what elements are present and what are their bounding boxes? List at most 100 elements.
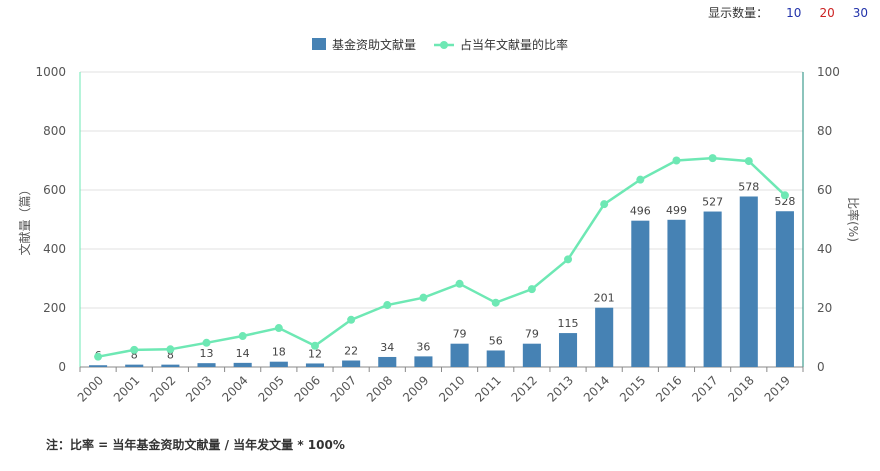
y-axis-title: 文献量（篇） (17, 183, 32, 255)
y-tick-label: 200 (43, 301, 66, 315)
bar (631, 220, 650, 367)
bar-value-label: 201 (594, 292, 615, 305)
y-tick-label: 600 (43, 183, 66, 197)
ratio-point (744, 157, 753, 166)
bar-value-label: 36 (416, 340, 430, 353)
bar-value-label: 8 (131, 349, 138, 362)
ratio-point (347, 315, 356, 324)
bar-value-label: 499 (666, 204, 687, 217)
x-tick-label: 2008 (364, 373, 395, 404)
ratio-point (636, 175, 645, 184)
x-tick-label: 2005 (255, 373, 286, 404)
bar-value-label: 528 (774, 195, 795, 208)
bar-value-label: 578 (738, 180, 759, 193)
display-count-label: 显示数量： (708, 6, 769, 20)
x-tick-label: 2010 (436, 373, 467, 404)
bar (414, 356, 433, 367)
x-tick-label: 2009 (400, 373, 431, 404)
ratio-point (383, 301, 392, 310)
display-count-20[interactable]: 20 (819, 5, 835, 20)
ratio-note: 注：比率 = 当年基金资助文献量 / 当年发文量 * 100% (46, 438, 345, 452)
x-tick-label: 2000 (75, 373, 106, 404)
bar (703, 211, 722, 367)
bar (305, 363, 325, 367)
ratio-point (238, 332, 247, 341)
x-tick-label: 2007 (328, 373, 359, 404)
x-tick-label: 2018 (725, 373, 756, 404)
ratio-point (672, 156, 681, 165)
ratio-point (130, 345, 139, 354)
bar (450, 343, 469, 367)
bar-value-label: 115 (558, 317, 579, 330)
ratio-point (94, 352, 103, 361)
x-tick-label: 2019 (762, 373, 793, 404)
y-tick-label: 0 (58, 360, 66, 374)
legend-line-marker (440, 41, 448, 49)
chart: 0 200 400 600 800 1000 0 20 40 60 80 100 文献量（篇） 比率(%)… (17, 37, 861, 405)
bar-value-label: 12 (308, 347, 322, 360)
bar-value-label: 496 (630, 205, 651, 218)
y2-tick-label: 20 (817, 301, 832, 315)
bar (522, 343, 541, 367)
bar (161, 364, 180, 367)
y-tick-label: 1000 (35, 65, 66, 79)
ratio-point (310, 341, 319, 350)
bar (378, 356, 397, 367)
bar (775, 211, 794, 367)
legend-bar-label: 基金资助文献量 (332, 37, 416, 52)
bar-value-label: 18 (272, 346, 286, 359)
bar-value-label: 8 (167, 349, 174, 362)
legend-line-label: 占当年文献量的比率 (460, 37, 568, 52)
ratio-point (600, 200, 609, 209)
bar (269, 361, 288, 367)
x-tick-label: 2004 (219, 373, 250, 404)
x-tick-label: 2014 (581, 373, 612, 404)
bar (595, 307, 614, 367)
y-tick-label: 400 (43, 242, 66, 256)
x-tick-label: 2006 (292, 373, 323, 404)
ratio-line (97, 156, 786, 358)
ratio-point (202, 338, 211, 347)
x-tick-label: 2001 (111, 373, 142, 404)
y2-tick-label: 60 (817, 183, 832, 197)
bar-value-label: 13 (200, 347, 214, 360)
x-tick-label: 2011 (472, 373, 503, 404)
bar (89, 365, 108, 367)
bar-value-label: 79 (525, 328, 539, 341)
y2-tick-label: 0 (817, 360, 825, 374)
y2-axis-title: 比率(%) (846, 197, 861, 242)
ratio-point (455, 279, 464, 288)
x-tick-label: 2015 (617, 373, 648, 404)
display-count-30[interactable]: 30 (852, 5, 868, 20)
bar (667, 219, 686, 367)
bar (233, 362, 252, 367)
bar-value-label: 34 (380, 341, 394, 354)
display-count-10[interactable]: 10 (786, 5, 802, 20)
x-tick-label: 2017 (689, 373, 720, 404)
y2-tick-label: 80 (817, 124, 832, 138)
y2-tick-label: 40 (817, 242, 832, 256)
bar (125, 364, 144, 367)
x-tick-label: 2002 (147, 373, 178, 404)
x-tick-label: 2013 (545, 373, 576, 404)
ratio-point (780, 191, 789, 200)
bar-value-label: 79 (453, 328, 467, 341)
x-tick-label: 2016 (653, 373, 684, 404)
ratio-point (527, 285, 536, 294)
x-tick-label: 2012 (508, 373, 539, 404)
ratio-point (166, 345, 175, 354)
y2-tick-label: 100 (817, 65, 840, 79)
bar-value-label: 56 (489, 334, 503, 347)
ratio-point (491, 298, 500, 307)
bar (342, 360, 361, 367)
bar-value-label: 14 (236, 347, 250, 360)
legend-bar-swatch (312, 38, 326, 50)
bar (197, 363, 216, 367)
bar-value-label: 527 (702, 196, 723, 209)
x-tick-label: 2003 (183, 373, 214, 404)
ratio-point (419, 293, 428, 302)
bar (739, 196, 758, 367)
ratio-point (708, 154, 717, 163)
ratio-point (274, 324, 283, 333)
display-count-bar: 显示数量： 10 20 30 (708, 4, 868, 21)
